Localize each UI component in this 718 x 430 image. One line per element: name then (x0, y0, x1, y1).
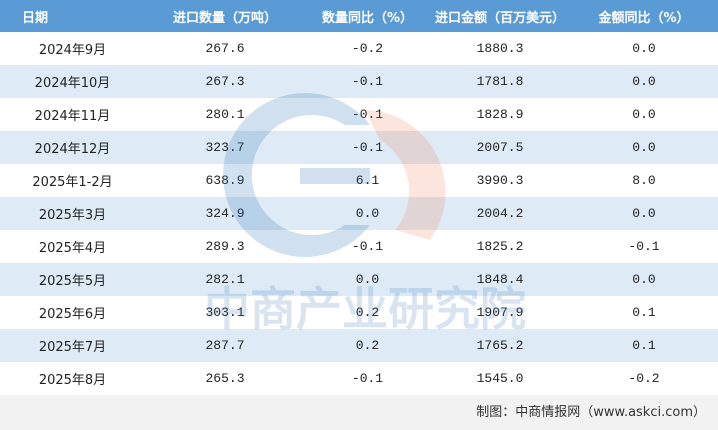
table-row: 2025年6月 303.1 0.2 1907.9 0.1 (0, 296, 718, 329)
table-cell: 303.1 (205, 305, 245, 320)
table-row: 2024年11月 280.1 -0.1 1828.9 0.0 (0, 98, 718, 131)
table-cell: 0.0 (570, 131, 718, 164)
table-cell: 1545.0 (476, 371, 524, 386)
table-row: 2024年12月 323.7 -0.1 2007.5 0.0 (0, 131, 718, 164)
table-cell: 0.1 (570, 329, 718, 362)
table-cell: 2024年9月 (38, 43, 107, 58)
table-cell: 0.0 (305, 197, 430, 230)
table-cell: 1880.3 (476, 41, 524, 56)
table-cell: 2004.2 (430, 197, 570, 230)
table-cell: 8.0 (632, 173, 656, 188)
table-cell: 2024年11月 (34, 109, 111, 124)
table-row: 2024年10月 267.3 -0.1 1781.8 0.0 (0, 65, 718, 98)
table-cell: 2025年7月 (0, 329, 145, 362)
header-cell: 日期 (0, 0, 145, 32)
table-cell: 2025年3月 (0, 197, 145, 230)
table-cell: -0.1 (628, 239, 660, 254)
table-cell: 267.3 (145, 65, 305, 98)
table-cell: 2025年1-2月 (32, 175, 113, 190)
table-cell: 0.0 (632, 41, 656, 56)
table-cell: -0.1 (351, 239, 384, 254)
table-cell: 267.6 (205, 41, 245, 56)
table-cell: 2007.5 (430, 131, 570, 164)
table-cell: 2024年10月 (0, 65, 145, 98)
table-cell: 1825.2 (476, 239, 524, 254)
table-cell: 0.0 (570, 65, 718, 98)
table-cell: -0.1 (351, 107, 384, 122)
table-cell: 6.1 (355, 173, 380, 188)
table-cell: 0.2 (305, 329, 430, 362)
table-cell: 324.9 (145, 197, 305, 230)
table-row: 2025年5月 282.1 0.0 1848.4 0.0 (0, 263, 718, 296)
header-cell: 进口金额（百万美元） (430, 0, 570, 32)
table-row: 2025年3月 324.9 0.0 2004.2 0.0 (0, 197, 718, 230)
header-cell: 进口数量（万吨） (145, 0, 305, 32)
table-cell: -0.2 (351, 41, 384, 56)
table-cell: 2025年6月 (38, 307, 107, 322)
table-cell: 289.3 (205, 239, 245, 254)
table-row: 2025年1-2月 638.9 6.1 3990.3 8.0 (0, 164, 718, 197)
table-row: 2024年9月 267.6 -0.2 1880.3 0.0 (0, 32, 718, 65)
table-cell: 2025年8月 (38, 373, 107, 388)
table-cell: -0.1 (305, 131, 430, 164)
table-cell: 0.0 (305, 263, 430, 296)
table-body: 2024年9月 267.6 -0.2 1880.3 0.0 2024年10月 267.3 -0… (0, 32, 718, 395)
table-cell: 1781.8 (430, 65, 570, 98)
table-cell: 1828.9 (476, 107, 524, 122)
table-cell: 0.0 (570, 197, 718, 230)
footer: 制图：中商情报网（www.askci.com） (0, 395, 718, 430)
table-cell: 1848.4 (430, 263, 570, 296)
table-cell: 0.2 (355, 305, 380, 320)
table-cell: 280.1 (205, 107, 245, 122)
table-cell: 2025年4月 (38, 241, 107, 256)
header-cell: 金额同比（%） (570, 0, 718, 32)
table-row: 2025年7月 287.7 0.2 1765.2 0.1 (0, 329, 718, 362)
table-cell: 282.1 (145, 263, 305, 296)
table-cell: 0.1 (632, 305, 656, 320)
table-cell: 2024年12月 (0, 131, 145, 164)
table-cell: -0.1 (351, 371, 384, 386)
table-cell: 0.0 (632, 107, 656, 122)
table-cell: 265.3 (205, 371, 245, 386)
table-row: 2025年8月 265.3 -0.1 1545.0 -0.2 (0, 362, 718, 395)
data-table: 日期 进口数量（万吨） 数量同比（%） 进口金额（百万美元） 金额同比（%） 2024年… (0, 0, 718, 395)
table-cell: -0.1 (305, 65, 430, 98)
table-cell: 638.9 (205, 173, 245, 188)
header-row: 日期 进口数量（万吨） 数量同比（%） 进口金额（百万美元） 金额同比（%） (0, 0, 718, 32)
table-cell: 0.0 (570, 263, 718, 296)
table-cell: 323.7 (145, 131, 305, 164)
table-cell: 2025年5月 (0, 263, 145, 296)
table-cell: 1765.2 (430, 329, 570, 362)
table-row: 2025年4月 289.3 -0.1 1825.2 -0.1 (0, 230, 718, 263)
table-cell: 1907.9 (476, 305, 524, 320)
table-cell: -0.2 (628, 371, 660, 386)
header-cell: 数量同比（%） (305, 0, 430, 32)
table-cell: 287.7 (145, 329, 305, 362)
table-cell: 3990.3 (476, 173, 524, 188)
